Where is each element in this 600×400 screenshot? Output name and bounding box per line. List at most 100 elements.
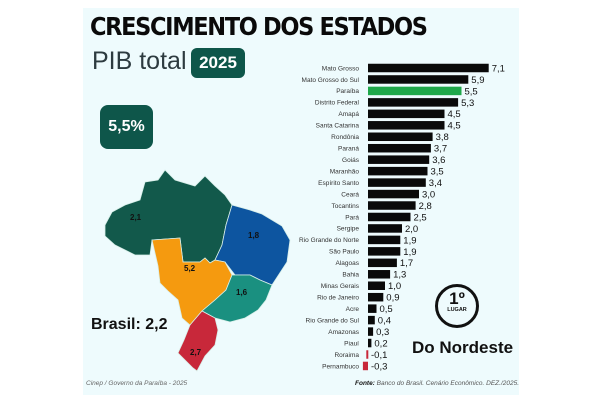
bar-value-label: 3,5: [431, 167, 444, 178]
region-sudeste: [201, 274, 273, 323]
bar: [368, 247, 401, 256]
bar-label: Amazonas: [328, 329, 359, 336]
bar: [368, 109, 445, 119]
bar: [368, 224, 402, 233]
bar: [368, 212, 411, 222]
bar: [368, 155, 430, 164]
brasil-total-label: Brasil: 2,2: [91, 316, 168, 333]
bar: [368, 189, 419, 199]
bar-value-label: 3,6: [432, 155, 445, 166]
region-sul: [177, 310, 219, 372]
bar: [368, 178, 426, 187]
bar: [368, 201, 416, 210]
bar: [368, 132, 433, 142]
bar: [368, 281, 385, 290]
bar-label: Paraná: [338, 146, 359, 153]
source-text: Fonte: Banco do Brasil. Cenário Econômic…: [355, 380, 519, 387]
bar-value-label: 0,5: [380, 304, 393, 315]
bar-label: Pernambuco: [322, 363, 359, 370]
bar-value-label: -0,1: [371, 350, 387, 361]
bar: [368, 86, 462, 96]
bar-label: Paraíba: [336, 88, 359, 95]
bar-value-label: -0,3: [371, 361, 387, 372]
bar: [368, 315, 375, 325]
bar: [368, 121, 445, 130]
bar: [368, 98, 459, 107]
bar-label: Rondônia: [331, 134, 359, 141]
rank-position: 1º: [449, 289, 465, 308]
bar: [368, 304, 377, 313]
bar-value-label: 3,7: [434, 144, 447, 155]
bar-label: Espírito Santo: [318, 180, 359, 187]
bar-label: Roraima: [334, 352, 359, 359]
bar-label: Rio Grande do Norte: [299, 237, 359, 244]
bar-value-label: 2,0: [405, 224, 418, 235]
bar: [368, 166, 428, 176]
bar-value-label: 1,9: [403, 247, 416, 258]
bar-value-label: 1,0: [388, 281, 401, 292]
bar-label: Mato Grosso: [322, 65, 360, 72]
bar: [368, 143, 431, 153]
bar: [368, 270, 391, 279]
bar-label: Mato Grosso do Sul: [302, 77, 360, 84]
bar-value-label: 7,1: [492, 63, 505, 74]
bar-label: Alagoas: [336, 260, 360, 267]
credit-text: Cinep / Governo da Paraíba - 2025: [86, 380, 188, 387]
bar: [368, 327, 374, 336]
map-label-centro-oeste: 5,2: [184, 264, 196, 273]
bar-value-label: 2,8: [419, 201, 432, 212]
bar-value-label: 4,5: [448, 121, 461, 132]
bar-value-label: 1,9: [403, 235, 416, 246]
bar-value-label: 0,3: [376, 327, 389, 338]
paraiba-growth-badge: 5,5%: [100, 105, 153, 149]
bar-value-label: 5,3: [461, 98, 474, 109]
map-label-nordeste: 1,8: [248, 231, 260, 240]
bar-label: Pará: [345, 214, 359, 221]
source-detail: Banco do Brasil. Cenário Econômico. DEZ.…: [376, 380, 520, 387]
bar-value-label: 1,7: [400, 258, 413, 269]
bar-label: Santa Catarina: [316, 123, 360, 130]
bar-value-label: 5,5: [465, 86, 478, 97]
bar-label: Ceará: [341, 191, 359, 198]
map-label-norte: 2,1: [130, 213, 142, 222]
bar: [368, 292, 384, 302]
map-label-sudeste: 1,6: [236, 288, 248, 297]
bar-label: Acre: [346, 306, 360, 313]
rank-caption: LUGAR: [447, 307, 467, 313]
bar-label: Distrito Federal: [315, 100, 360, 107]
bar-value-label: 4,5: [448, 109, 461, 120]
bar-label: Bahia: [342, 272, 359, 279]
bar-label: São Paulo: [329, 249, 359, 256]
bar-label: Tocantins: [332, 203, 360, 210]
bar-label: Sergipe: [337, 226, 360, 233]
bar-value-label: 3,8: [436, 132, 449, 143]
bar: [362, 361, 368, 371]
rank-region: Do Nordeste: [412, 338, 514, 357]
bar-label: Goiás: [342, 157, 360, 164]
bar: [368, 258, 397, 268]
bar-label: Maranhão: [330, 168, 360, 175]
rank-circle: 1º LUGAR: [435, 284, 479, 328]
bar: [368, 75, 469, 84]
title: CRESCIMENTO DOS ESTADOS: [90, 12, 428, 41]
bar-value-label: 0,9: [386, 293, 399, 304]
bar-label: Amapá: [338, 111, 359, 118]
bar-value-label: 2,5: [414, 212, 427, 223]
bar-label: Minas Gerais: [321, 283, 360, 290]
bar: [368, 235, 401, 245]
source-label: Fonte:: [355, 380, 375, 387]
subtitle: PIB total .: [92, 47, 201, 75]
bar-value-label: 0,4: [378, 316, 391, 327]
bar-value-label: 3,0: [422, 189, 435, 200]
bar-value-label: 0,2: [374, 338, 387, 349]
bar: [368, 338, 372, 348]
bar: [368, 63, 489, 73]
bar: [366, 350, 369, 359]
bar-value-label: 1,3: [393, 270, 406, 281]
year-badge: 2025: [191, 48, 245, 78]
bar-label: Rio de Janeiro: [317, 295, 359, 302]
bar-label: Rio Grande do Sul: [306, 317, 360, 324]
map-label-sul: 2,7: [190, 348, 202, 357]
